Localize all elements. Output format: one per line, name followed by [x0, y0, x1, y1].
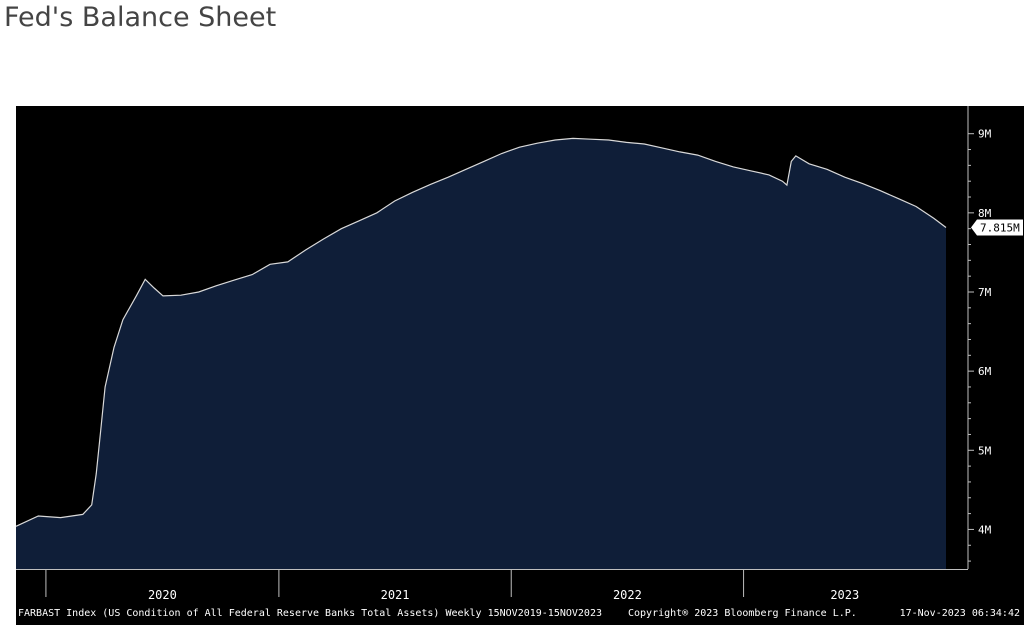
y-tick-label: 9M [978, 128, 992, 141]
y-axis: 4M 5M 6M 7M 8M 9M [967, 106, 992, 569]
y-tick-label: 8M [978, 207, 992, 220]
page-title: Fed's Balance Sheet [4, 2, 277, 33]
y-tick-label: 5M [978, 444, 992, 457]
last-value-marker: 7.815M [971, 219, 1023, 236]
y-tick-label: 6M [978, 365, 992, 378]
y-tick-label: 7M [978, 286, 992, 299]
x-year-label: 2020 [148, 588, 177, 602]
plot-area [16, 137, 947, 569]
last-value-label: 7.815M [980, 221, 1020, 234]
chart-svg: 4M 5M 6M 7M 8M 9M 2020 2021 2022 2023 7.815M FAR… [16, 106, 1023, 619]
x-year-label: 2021 [381, 588, 410, 602]
copyright-text: Copyright® 2023 Bloomberg Finance L.P. [628, 608, 857, 619]
balance-sheet-line [16, 137, 947, 527]
timestamp-text: 17-Nov-2023 06:34:42 [900, 608, 1020, 619]
index-description: FARBAST Index (US Condition of All Feder… [18, 608, 602, 619]
x-axis: 2020 2021 2022 2023 [16, 569, 968, 602]
x-year-label: 2022 [613, 588, 642, 602]
last-value-box [971, 219, 1023, 236]
balance-sheet-area [16, 138, 946, 569]
bloomberg-chart: 4M 5M 6M 7M 8M 9M 2020 2021 2022 2023 7.815M FAR… [16, 106, 1024, 625]
y-tick-label: 4M [978, 523, 992, 536]
x-year-label: 2023 [830, 588, 859, 602]
